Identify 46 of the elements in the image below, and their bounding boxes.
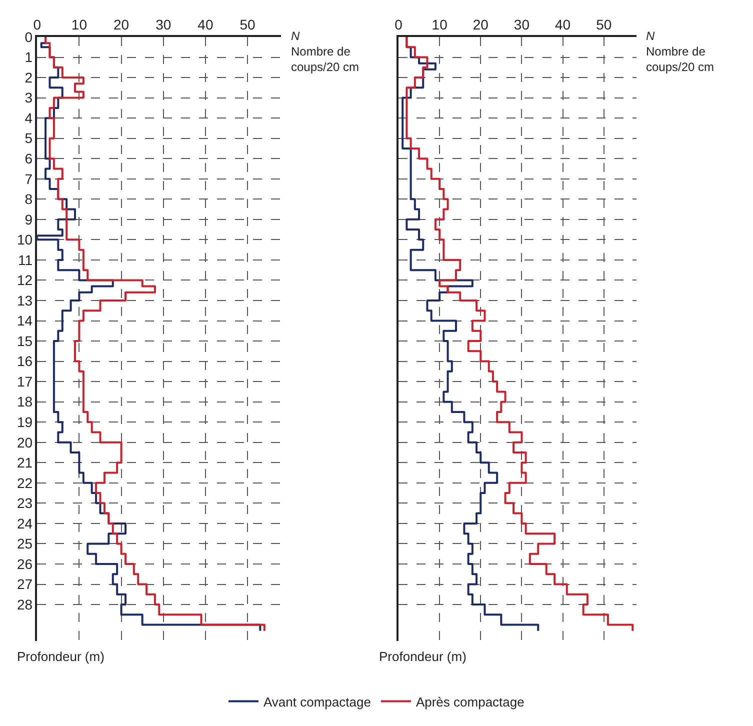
x-tick-label: 40: [554, 16, 571, 33]
y-tick-label: 4: [24, 110, 33, 126]
x-axis-title: N Nombre de coups/20 cm: [646, 29, 714, 74]
y-tick-label: 23: [16, 495, 33, 512]
y-tick-label: 24: [16, 515, 33, 532]
x-tick-label: 50: [596, 16, 612, 33]
y-tick-label: 19: [16, 414, 33, 430]
y-tick-label: 9: [24, 211, 33, 228]
y-tick-label: 18: [16, 394, 33, 410]
y-tick-label: 13: [16, 292, 33, 308]
y-axis-title: Profondeur (m): [17, 649, 104, 664]
x-tick-label: 10: [432, 16, 448, 33]
y-tick-label: 16: [16, 353, 33, 370]
y-tick-label: 11: [18, 252, 33, 268]
x-tick-label: 10: [71, 16, 88, 33]
y-tick-label: 28: [16, 596, 33, 612]
x-tick-label: 20: [114, 16, 130, 33]
legend-label: Avant compactage: [264, 694, 371, 710]
y-tick-label: 6: [24, 150, 33, 167]
y-tick-label: 15: [16, 332, 33, 349]
y-tick-label: 14: [16, 312, 33, 329]
y-tick-label: 5: [24, 130, 33, 146]
y-tick-label: 10: [16, 232, 33, 248]
y-tick-label: 3: [24, 90, 33, 106]
x-tick-label: 50: [240, 16, 256, 33]
y-tick-label: 8: [24, 191, 33, 208]
x-tick-label: 0: [394, 16, 403, 33]
x-tick-label: 30: [156, 16, 172, 33]
x-tick-label: 20: [472, 16, 489, 33]
y-tick-label: 0: [24, 28, 33, 45]
y-tick-label: 17: [16, 373, 33, 390]
y-tick-label: 2: [24, 69, 33, 86]
y-axis-title: Profondeur (m): [379, 649, 466, 664]
x-tick-label: 30: [514, 16, 530, 33]
y-tick-label: 7: [24, 170, 33, 187]
y-tick-label: 20: [16, 434, 33, 450]
y-tick-label: 1: [24, 49, 33, 66]
y-tick-label: 25: [16, 536, 33, 552]
y-tick-label: 27: [16, 576, 33, 592]
y-tick-label: 12: [16, 272, 33, 288]
y-tick-label: 21: [16, 454, 33, 471]
legend-label: Après compactage: [416, 694, 524, 710]
x-tick-label: 40: [198, 16, 214, 33]
x-axis-title: N Nombre de coups/20 cm: [291, 29, 360, 74]
y-tick-label: 26: [16, 556, 33, 572]
y-tick-label: 22: [16, 474, 33, 491]
